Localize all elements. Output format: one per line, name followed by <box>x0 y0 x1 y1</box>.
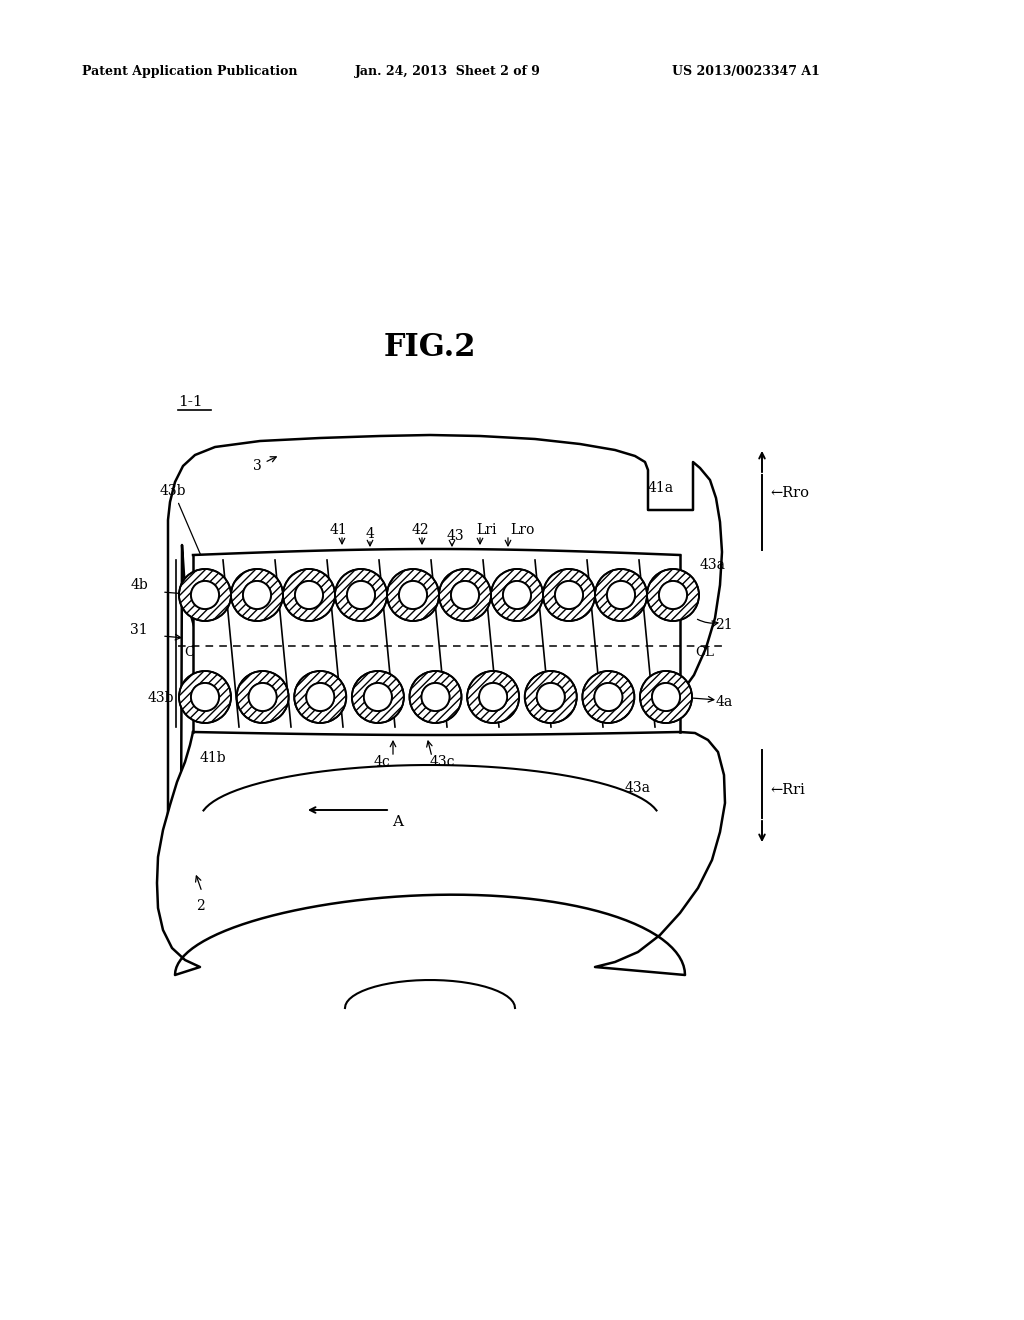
Text: 4c: 4c <box>374 755 390 770</box>
Circle shape <box>364 682 392 711</box>
Text: A: A <box>392 814 403 829</box>
Wedge shape <box>352 671 403 723</box>
Circle shape <box>451 581 479 609</box>
Circle shape <box>422 682 450 711</box>
Text: 4b: 4b <box>130 578 148 591</box>
Circle shape <box>249 682 276 711</box>
Text: 43a: 43a <box>625 781 651 795</box>
Text: 31: 31 <box>130 623 148 638</box>
Text: FIG.2: FIG.2 <box>384 333 476 363</box>
Circle shape <box>543 569 595 620</box>
Polygon shape <box>168 436 722 840</box>
Circle shape <box>467 671 519 723</box>
Wedge shape <box>387 569 439 620</box>
Text: CL: CL <box>184 645 203 659</box>
Text: Jan. 24, 2013  Sheet 2 of 9: Jan. 24, 2013 Sheet 2 of 9 <box>355 66 541 78</box>
Text: 3: 3 <box>253 457 276 473</box>
Text: 41a: 41a <box>648 480 674 495</box>
Text: 1-1: 1-1 <box>178 395 203 409</box>
Text: 21: 21 <box>715 618 732 632</box>
Text: US 2013/0023347 A1: US 2013/0023347 A1 <box>672 66 820 78</box>
Circle shape <box>410 671 462 723</box>
Text: 42: 42 <box>412 523 429 537</box>
Text: 43b: 43b <box>160 484 207 568</box>
Text: Patent Application Publication: Patent Application Publication <box>82 66 298 78</box>
Wedge shape <box>231 569 283 620</box>
Text: 43a: 43a <box>700 558 726 572</box>
Circle shape <box>243 581 271 609</box>
Circle shape <box>237 671 289 723</box>
Circle shape <box>387 569 439 620</box>
Circle shape <box>283 569 335 620</box>
Circle shape <box>594 682 623 711</box>
Wedge shape <box>179 569 231 620</box>
Circle shape <box>503 581 531 609</box>
Circle shape <box>335 569 387 620</box>
Circle shape <box>295 581 323 609</box>
Circle shape <box>306 682 334 711</box>
Wedge shape <box>410 671 462 723</box>
Text: CL: CL <box>695 645 714 659</box>
Polygon shape <box>193 554 680 733</box>
Circle shape <box>524 671 577 723</box>
Circle shape <box>179 671 231 723</box>
Text: 41: 41 <box>329 523 347 537</box>
Text: 2: 2 <box>196 899 205 913</box>
Circle shape <box>231 569 283 620</box>
Wedge shape <box>467 671 519 723</box>
Circle shape <box>659 581 687 609</box>
Text: 43b: 43b <box>148 690 204 705</box>
Circle shape <box>595 569 647 620</box>
Text: Lri: Lri <box>476 523 497 537</box>
Circle shape <box>607 581 635 609</box>
Circle shape <box>179 569 231 620</box>
Circle shape <box>537 682 565 711</box>
Circle shape <box>294 671 346 723</box>
Circle shape <box>647 569 699 620</box>
Circle shape <box>490 569 543 620</box>
Wedge shape <box>524 671 577 723</box>
Circle shape <box>439 569 490 620</box>
Wedge shape <box>294 671 346 723</box>
Wedge shape <box>179 671 231 723</box>
Text: ←Rro: ←Rro <box>770 486 809 500</box>
Circle shape <box>640 671 692 723</box>
Wedge shape <box>335 569 387 620</box>
Text: Lro: Lro <box>510 523 535 537</box>
Text: 4a: 4a <box>716 696 733 709</box>
Polygon shape <box>157 733 725 975</box>
Text: 43c: 43c <box>430 755 456 770</box>
Circle shape <box>652 682 680 711</box>
Text: 43: 43 <box>447 529 465 543</box>
Text: ←Rri: ←Rri <box>770 783 805 797</box>
Wedge shape <box>283 569 335 620</box>
Wedge shape <box>490 569 543 620</box>
Circle shape <box>583 671 635 723</box>
Wedge shape <box>237 671 289 723</box>
Circle shape <box>399 581 427 609</box>
Wedge shape <box>647 569 699 620</box>
Wedge shape <box>583 671 635 723</box>
Wedge shape <box>543 569 595 620</box>
Text: 41b: 41b <box>200 751 226 766</box>
Circle shape <box>191 682 219 711</box>
Circle shape <box>191 581 219 609</box>
Text: 4: 4 <box>366 527 375 541</box>
Circle shape <box>479 682 507 711</box>
Wedge shape <box>439 569 490 620</box>
Wedge shape <box>595 569 647 620</box>
Wedge shape <box>640 671 692 723</box>
Circle shape <box>352 671 403 723</box>
Circle shape <box>347 581 375 609</box>
Circle shape <box>555 581 583 609</box>
